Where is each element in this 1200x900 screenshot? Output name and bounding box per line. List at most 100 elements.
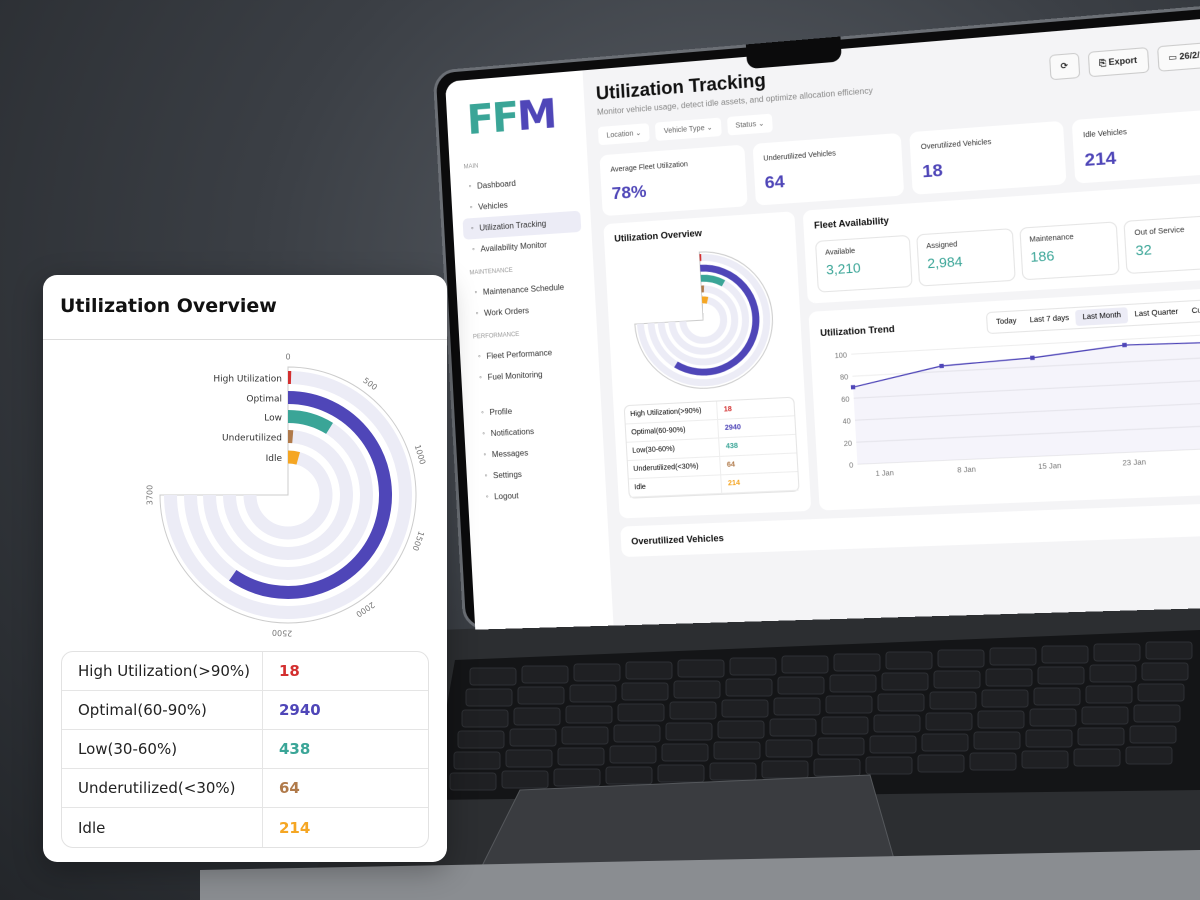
row-value: 2940	[724, 424, 742, 433]
row-value: 64	[726, 461, 736, 469]
row-value: 438	[725, 442, 739, 451]
gauge-icon: ◦	[479, 374, 482, 382]
export-button[interactable]: ⎘ Export	[1087, 47, 1149, 78]
location-filter[interactable]: Location ⌄	[597, 123, 651, 146]
mini-legend-table: High Utilization(>90%) 18 Optimal(60-90%) 2…	[623, 396, 800, 499]
table-row: Underutilized(<30%) 64	[62, 769, 428, 808]
availability-card: Assigned 2,984	[915, 228, 1016, 287]
date-picker[interactable]: ▭ 26/2/26	[1156, 41, 1200, 72]
trend-point	[1030, 355, 1035, 361]
clipboard-icon: ◦	[475, 310, 479, 318]
x-tick-label: 15 Jan	[1038, 463, 1062, 471]
tick-label: 0	[285, 353, 290, 362]
utilization-overview-card: Utilization Overview High Utilization Opt…	[43, 275, 447, 862]
range-tab[interactable]: Today	[995, 317, 1017, 327]
row-value: 214	[279, 818, 311, 837]
radial-bar-chart: High Utilization Optimal Low Underutilized I…	[146, 353, 428, 638]
vehicle-type-filter[interactable]: Vehicle Type ⌄	[655, 117, 722, 141]
row-value: 2940	[279, 701, 321, 719]
message-icon: ◦	[483, 451, 487, 459]
radial-bar-low	[287, 410, 333, 435]
category-label: Low	[264, 414, 282, 424]
availability-card: Available 3,210	[814, 234, 913, 293]
category-label: Underutilized	[222, 434, 282, 444]
row-label: Underutilized(<30%)	[62, 769, 263, 807]
home-icon: ◦	[468, 183, 472, 191]
sidebar-section-label: MAIN	[463, 163, 479, 171]
laptop-edge	[200, 850, 1200, 900]
row-label: Low(30-60%)	[62, 730, 263, 768]
row-label: High Utilization(>90%)	[62, 652, 263, 690]
category-label: Optimal	[246, 395, 282, 405]
trend-area	[851, 339, 1200, 465]
table-row: Optimal(60-90%) 2940	[62, 691, 428, 730]
row-value: 438	[279, 740, 311, 758]
radial-bar-idle	[287, 450, 300, 465]
sidebar-section-label: MAINTENANCE	[469, 267, 513, 277]
refresh-icon: ⟳	[1060, 60, 1069, 72]
y-tick-label: 80	[840, 374, 849, 382]
radial-bar-low	[701, 277, 724, 285]
row-value: 214	[727, 479, 741, 488]
tick-label: 3700	[146, 485, 155, 505]
fleet-availability-panel: Fleet Availability Available 3,210 Assigne…	[802, 181, 1200, 304]
radial-axis	[159, 366, 417, 624]
x-tick-label: 1 Jan	[875, 470, 894, 478]
bell-icon: ◦	[482, 430, 485, 438]
logout-icon: ◦	[485, 493, 489, 501]
trend-icon: ◦	[477, 353, 481, 361]
user-icon: ◦	[480, 409, 484, 417]
utilization-overview-panel: Utilization Overview High Utilization(>9…	[603, 211, 812, 519]
y-tick-label: 60	[841, 396, 850, 404]
radial-track	[243, 450, 333, 540]
x-tick-label: 8 Jan	[957, 466, 976, 474]
trend-point	[1122, 342, 1127, 348]
category-label: High Utilization	[213, 375, 282, 385]
category-label: Idle	[266, 454, 283, 464]
trend-point	[939, 363, 944, 369]
availability-card: Out of Service 32	[1123, 214, 1200, 275]
radial-track	[203, 410, 373, 580]
tick-label: 1000	[413, 444, 428, 466]
range-tab[interactable]: Custom	[1191, 306, 1200, 316]
table-row: Idle 214	[62, 808, 428, 847]
chart-icon: ◦	[470, 225, 474, 233]
utilization-legend-table: High Utilization(>90%) 18 Optimal(60-90%) 2…	[61, 651, 429, 848]
wrench-icon: ◦	[474, 289, 478, 297]
refresh-button[interactable]: ⟳	[1048, 52, 1080, 81]
tick-label: 500	[361, 376, 379, 392]
y-tick-label: 20	[844, 440, 853, 448]
availability-card: Maintenance 186	[1018, 221, 1121, 281]
x-tick-label: 23 Jan	[1122, 459, 1146, 468]
range-tab[interactable]: Last Month	[1075, 307, 1129, 327]
row-value: 64	[279, 779, 300, 797]
table-row: Low(30-60%) 438	[62, 730, 428, 769]
y-tick-label: 40	[842, 418, 851, 426]
card-title: Utilization Overview	[43, 275, 447, 340]
y-tick-label: 100	[834, 352, 847, 360]
stat-card-idle: Idle Vehicles 214	[1071, 108, 1200, 184]
range-tab[interactable]: Last 7 days	[1029, 314, 1070, 325]
utilization-trend-panel: Utilization Trend Today Last 7 days Last M…	[808, 286, 1200, 511]
row-label: Idle	[628, 475, 723, 497]
main-content: ⟳ ⎘ Export ▭ 26/2/26 Utilization Trackin…	[583, 16, 1200, 626]
radial-bar-idle	[702, 300, 708, 301]
y-tick-label: 0	[849, 462, 854, 470]
stat-card-underutilized: Underutilized Vehicles 64	[752, 132, 905, 206]
radial-bar-optimal	[229, 391, 392, 599]
clock-icon: ◦	[471, 246, 475, 254]
gear-icon: ◦	[484, 472, 488, 480]
mini-radial-chart	[615, 233, 794, 397]
table-row: High Utilization(>90%) 18	[62, 652, 428, 691]
radial-track	[223, 430, 353, 560]
stat-card-overutilized: Overutilized Vehicles 18	[909, 120, 1066, 195]
stat-card-avg-utilization: Average Fleet Utilization 78%	[599, 144, 748, 217]
sidebar-item-logout[interactable]: ◦ Logout	[485, 491, 519, 502]
row-value: 18	[279, 662, 300, 680]
range-tab[interactable]: Last Quarter	[1134, 308, 1179, 319]
trend-point	[850, 385, 856, 390]
status-filter[interactable]: Status ⌄	[726, 113, 774, 136]
